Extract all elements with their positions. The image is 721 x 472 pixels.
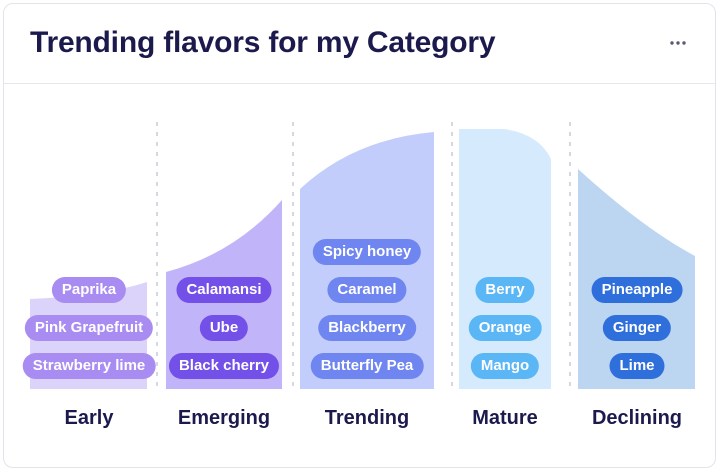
stage-label-emerging: Emerging	[177, 407, 271, 429]
flavor-pill[interactable]: Butterfly Pea	[310, 353, 424, 379]
flavor-pill[interactable]: Caramel	[327, 277, 407, 303]
card-title: Trending flavors for my Category	[30, 26, 496, 59]
flavor-pill[interactable]: Strawberry lime	[22, 353, 156, 379]
stage-label-early: Early	[64, 407, 114, 429]
flavor-pill[interactable]: Lime	[609, 353, 665, 379]
flavor-pill[interactable]: Paprika	[51, 277, 127, 303]
flavor-pill[interactable]: Ginger	[602, 315, 672, 341]
stage-label-mature: Mature	[472, 407, 538, 429]
flavor-pill[interactable]: Ube	[199, 315, 249, 341]
flavor-pill[interactable]: Pink Grapefruit	[24, 315, 154, 341]
flavor-pill[interactable]: Pineapple	[591, 277, 683, 303]
stage-label-trending: Trending	[324, 407, 410, 429]
flavor-pill[interactable]: Calamansi	[176, 277, 272, 303]
flavor-pill[interactable]: Berry	[475, 277, 535, 303]
more-horizontal-icon[interactable]	[667, 32, 689, 54]
lifecycle-chart	[30, 122, 695, 389]
flavor-pill[interactable]: Orange	[468, 315, 542, 341]
stage-label-declining: Declining	[591, 407, 683, 429]
flavor-pill[interactable]: Black cherry	[168, 353, 280, 379]
flavor-pill[interactable]: Spicy honey	[312, 239, 422, 265]
trending-flavors-card: Trending flavors for my Category Paprika…	[3, 3, 716, 468]
stage-area-mature	[459, 129, 551, 389]
card-header: Trending flavors for my Category	[4, 4, 715, 84]
flavor-pill[interactable]: Blackberry	[318, 315, 416, 341]
flavor-pill[interactable]: Mango	[470, 353, 540, 379]
